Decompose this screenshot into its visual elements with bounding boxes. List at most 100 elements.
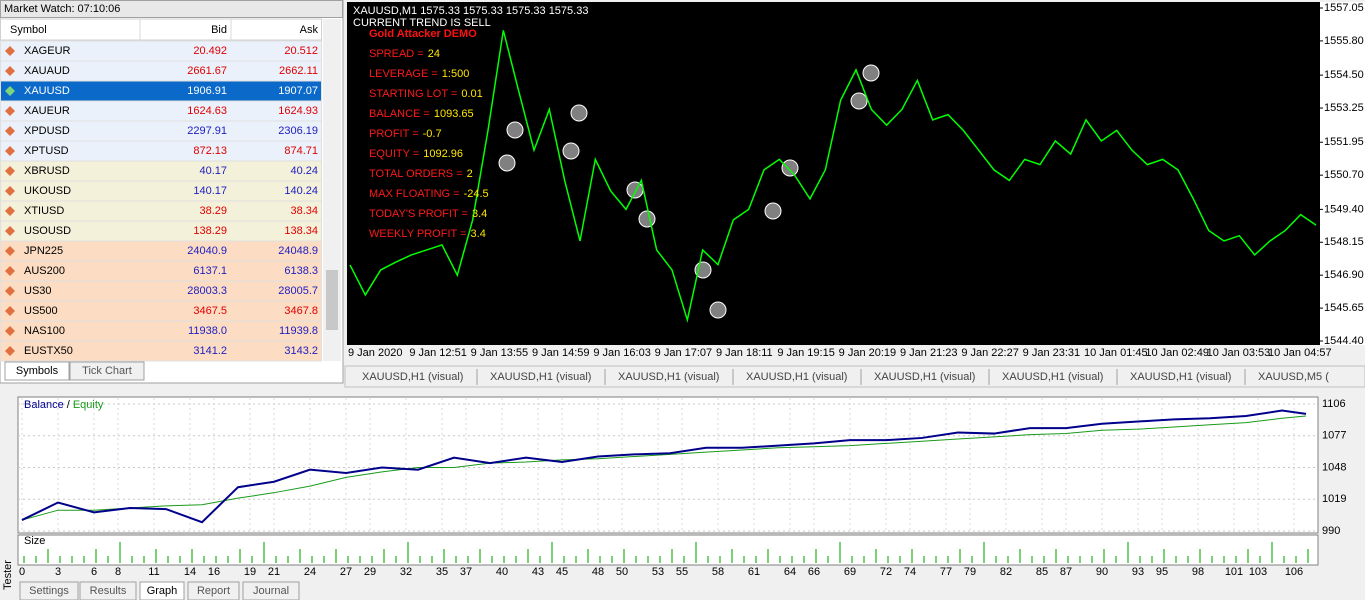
title-bar xyxy=(0,0,343,18)
y-tick-label: 1019 xyxy=(1322,493,1346,505)
symbol-icon xyxy=(5,206,15,216)
symbol-icon xyxy=(5,86,15,96)
chart-tab[interactable]: XAUUSD,H1 (visual) xyxy=(874,371,975,383)
symbol: UKOUSD xyxy=(24,185,71,197)
symbol-icon xyxy=(5,186,15,196)
x-tick-label: 82 xyxy=(1000,566,1012,578)
ask: 40.24 xyxy=(290,165,318,177)
x-tick-label: 101 xyxy=(1225,566,1243,578)
bid: 11938.0 xyxy=(188,325,227,337)
symbol: JPN225 xyxy=(24,245,63,257)
symbol-icon xyxy=(5,326,15,336)
ask: 6138.3 xyxy=(284,265,318,277)
x-tick-label: 35 xyxy=(436,566,448,578)
panel-tab-label: Symbols xyxy=(16,365,59,377)
chart-tab[interactable]: XAUUSD,H1 (visual) xyxy=(1002,371,1103,383)
price-line xyxy=(349,30,1317,323)
expert-info: PROFIT = -0.7 xyxy=(369,128,442,140)
x-tick-label: 85 xyxy=(1036,566,1048,578)
y-tick-label: 1545.65 xyxy=(1324,302,1364,314)
info-label: BALANCE = xyxy=(369,108,430,120)
symbol-icon xyxy=(5,346,15,356)
info-label: MAX FLOATING = xyxy=(369,188,460,200)
bid: 2661.67 xyxy=(187,65,227,77)
panel-tab[interactable] xyxy=(4,361,70,381)
info-label: TODAY'S PROFIT = xyxy=(369,208,468,220)
info-label: STARTING LOT = xyxy=(369,88,457,100)
price-chart-area xyxy=(347,2,1320,345)
tester-tab-label: Results xyxy=(90,585,127,597)
symbol: XAUUSD xyxy=(24,85,70,97)
chart-tab[interactable]: XAUUSD,H1 (visual) xyxy=(618,371,719,383)
x-tick-label: 9 Jan 12:51 xyxy=(409,347,467,359)
x-tick-label: 95 xyxy=(1156,566,1168,578)
x-tick-label: 61 xyxy=(748,566,760,578)
expert-info: EQUITY = 1092.96 xyxy=(369,148,463,160)
y-tick-label: 1550.70 xyxy=(1324,169,1364,181)
chart-tab[interactable]: XAUUSD,M5 ( xyxy=(1258,371,1329,383)
x-tick-label: 37 xyxy=(460,566,472,578)
y-tick-label: 1544.40 xyxy=(1324,335,1364,347)
bid: 3141.2 xyxy=(193,345,227,357)
ask: 38.34 xyxy=(290,205,318,217)
x-tick-label: 40 xyxy=(496,566,508,578)
scroll-thumb xyxy=(326,270,338,330)
chart-tab[interactable]: XAUUSD,H1 (visual) xyxy=(362,371,463,383)
x-tick-label: 21 xyxy=(268,566,280,578)
expert-info: SPREAD = 24 xyxy=(369,48,440,60)
info-value: -0.7 xyxy=(423,128,442,140)
y-tick-label: 1048 xyxy=(1322,461,1346,473)
bid: 24040.9 xyxy=(187,245,227,257)
x-tick-label: 19 xyxy=(244,566,256,578)
symbol: USOUSD xyxy=(24,225,71,237)
x-tick-label: 14 xyxy=(184,566,196,578)
expert-info: TOTAL ORDERS = 2 xyxy=(369,168,473,180)
x-tick-label: 69 xyxy=(844,566,856,578)
symbol: AUS200 xyxy=(24,265,65,277)
ask: 3467.8 xyxy=(284,305,318,317)
column-header: Symbol xyxy=(10,24,47,36)
x-tick-label: 93 xyxy=(1132,566,1144,578)
balance-graph xyxy=(17,396,1319,534)
y-tick-label: 1553.25 xyxy=(1324,102,1364,114)
y-tick-label: 1555.80 xyxy=(1324,35,1364,47)
column-header: Ask xyxy=(300,24,319,36)
ask: 20.512 xyxy=(284,45,318,57)
chart-tab[interactable]: XAUUSD,H1 (visual) xyxy=(490,371,591,383)
x-tick-label: 48 xyxy=(592,566,604,578)
symbol-icon xyxy=(5,46,15,56)
ask: 11939.8 xyxy=(279,325,318,337)
expert-title: Gold Attacker DEMO xyxy=(369,28,477,40)
info-value: 2 xyxy=(467,168,473,180)
x-tick-label: 11 xyxy=(148,566,159,578)
expert-info: MAX FLOATING = -24.5 xyxy=(369,188,489,200)
symbol: EUSTX50 xyxy=(24,345,73,357)
expert-info: STARTING LOT = 0.01 xyxy=(369,88,483,100)
ask: 1907.07 xyxy=(278,85,318,97)
x-tick-label: 9 Jan 21:23 xyxy=(900,347,958,359)
x-tick-label: 79 xyxy=(964,566,976,578)
chart-tab[interactable]: XAUUSD,H1 (visual) xyxy=(746,371,847,383)
info-value: -24.5 xyxy=(464,188,489,200)
symbol-icon xyxy=(5,126,15,136)
bid: 6137.1 xyxy=(193,265,227,277)
symbol: XPDUSD xyxy=(24,125,70,137)
x-tick-label: 10 Jan 02:49 xyxy=(1145,347,1209,359)
ask: 28005.7 xyxy=(278,285,318,297)
symbol: XAUAUD xyxy=(24,65,70,77)
x-tick-label: 9 Jan 23:31 xyxy=(1023,347,1081,359)
x-tick-label: 9 Jan 19:15 xyxy=(777,347,835,359)
x-tick-label: 10 Jan 04:57 xyxy=(1268,347,1332,359)
chart-title: XAUUSD,M1 1575.33 1575.33 1575.33 1575.3… xyxy=(353,5,588,17)
x-tick-label: 50 xyxy=(616,566,628,578)
panel-tab[interactable] xyxy=(69,361,145,381)
chart-tab[interactable]: XAUUSD,H1 (visual) xyxy=(1130,371,1231,383)
row-background[interactable] xyxy=(0,340,322,362)
y-tick-label: 1551.95 xyxy=(1324,136,1364,148)
x-tick-label: 9 Jan 16:03 xyxy=(593,347,651,359)
ask: 2662.11 xyxy=(279,65,318,77)
tester-tab-label: Report xyxy=(197,585,230,597)
symbol-icon xyxy=(5,146,15,156)
symbol: XBRUSD xyxy=(24,165,70,177)
symbol: XAGEUR xyxy=(24,45,71,57)
